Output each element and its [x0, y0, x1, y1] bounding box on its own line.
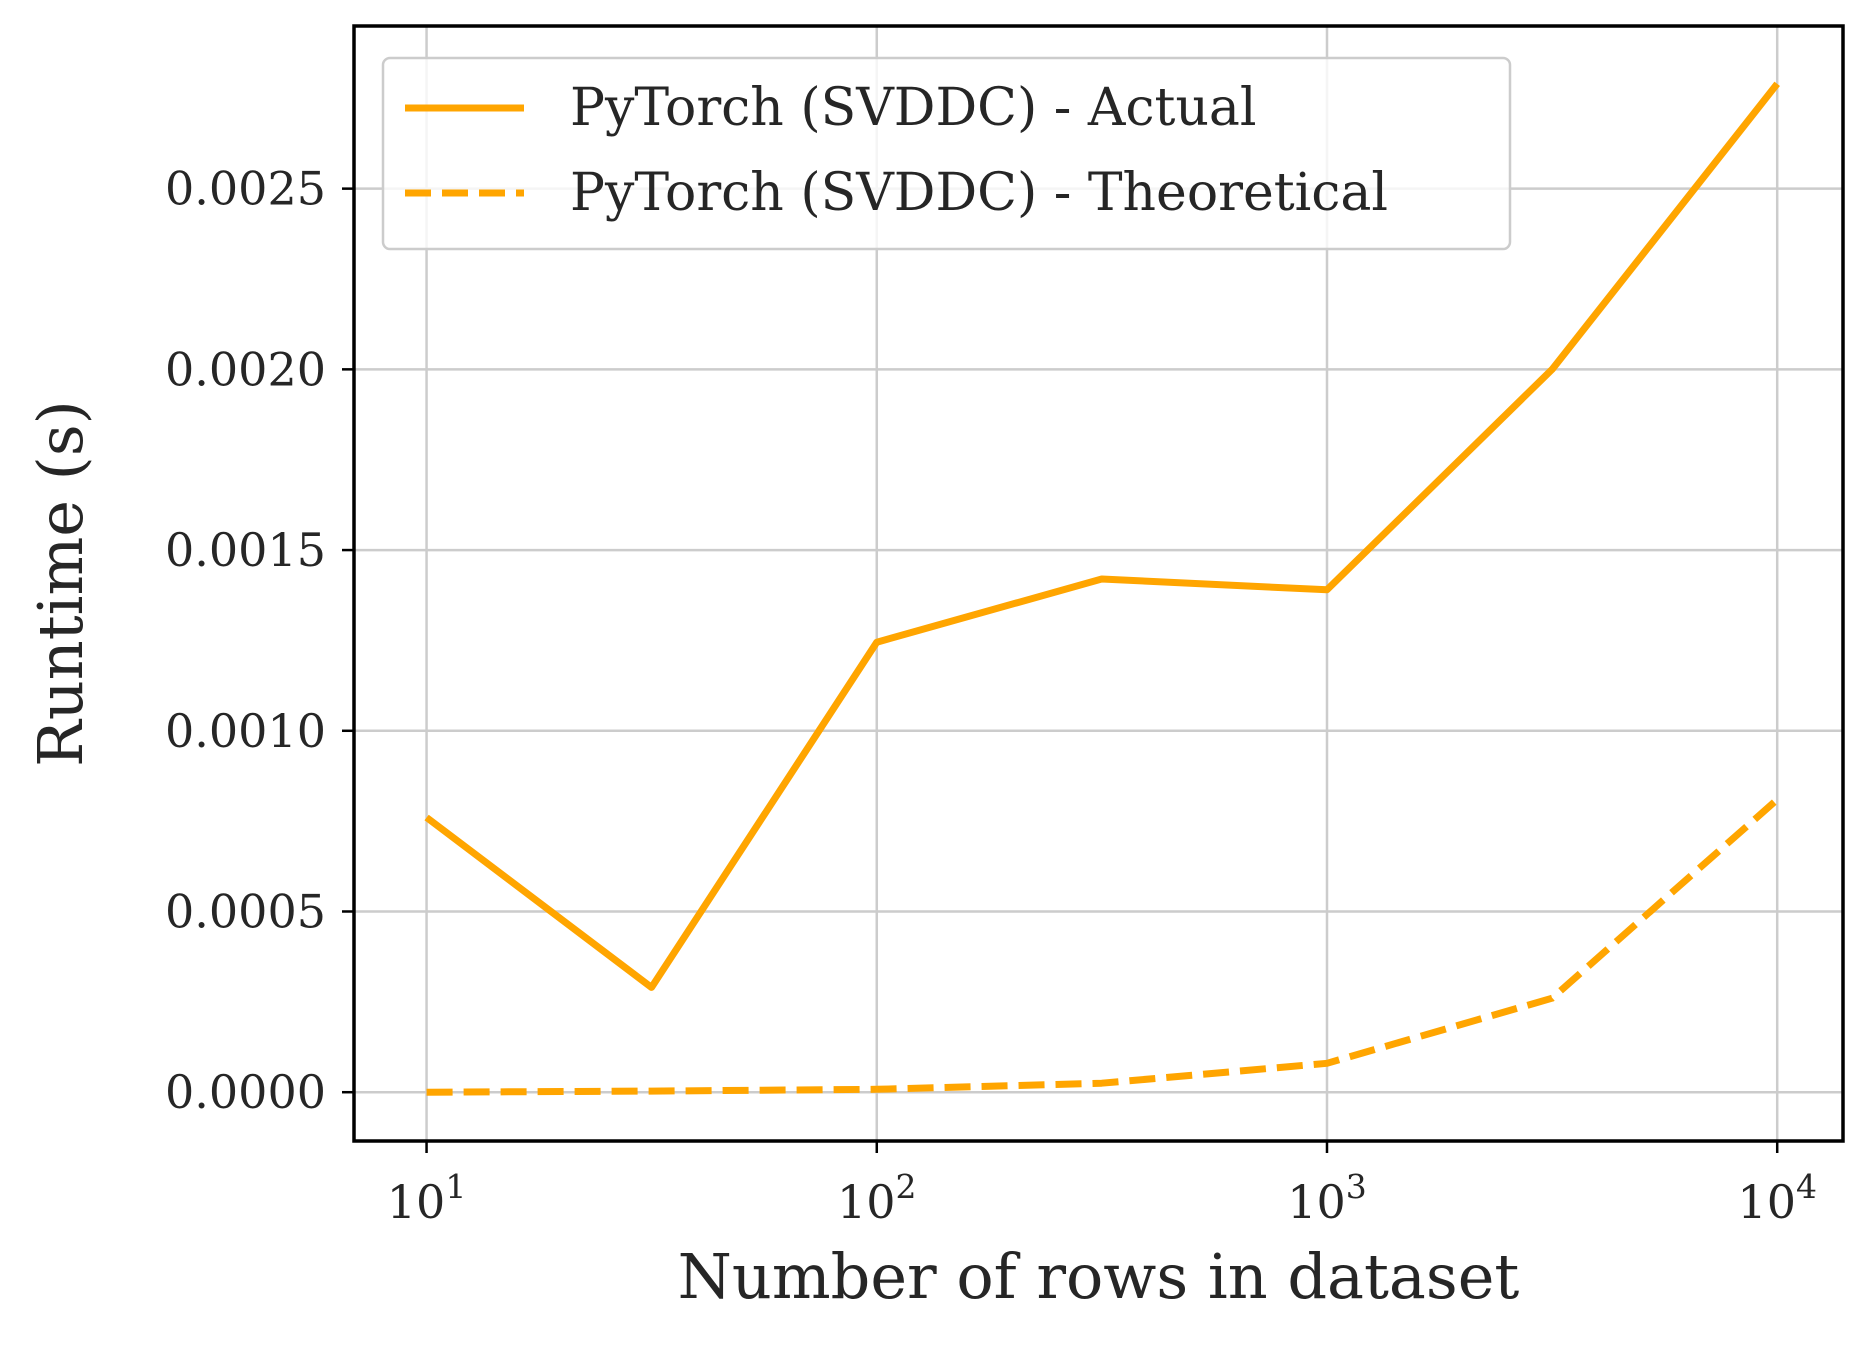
y-tick-label: 0.0005: [165, 884, 326, 938]
legend-label: PyTorch (SVDDC) - Theoretical: [570, 163, 1388, 223]
legend: PyTorch (SVDDC) - Actual PyTorch (SVDDC) …: [381, 56, 1512, 251]
y-axis-label: Runtime (s): [24, 400, 97, 767]
x-tick-label: 102: [837, 1167, 917, 1229]
y-tick-label: 0.0000: [165, 1065, 326, 1119]
y-tick-label: 0.0020: [165, 342, 326, 396]
series-layer: [424, 81, 1780, 1096]
plot-frame: [352, 24, 1845, 1143]
x-axis-label: Number of rows in dataset: [678, 1240, 1520, 1313]
legend-box: [381, 56, 1512, 251]
x-tick-label: 103: [1287, 1167, 1367, 1229]
y-tick-label: 0.0025: [165, 162, 326, 216]
y-tick-label: 0.0015: [165, 523, 326, 577]
x-tick-label: 101: [387, 1167, 467, 1229]
x-tick-label: 104: [1737, 1167, 1817, 1229]
legend-label: PyTorch (SVDDC) - Actual: [570, 78, 1257, 138]
y-tick-label: 0.0010: [165, 704, 326, 758]
ticks: 101 102 103 104 0.0000 0.0005 0.0010 0.0015 0.00…: [165, 162, 1817, 1229]
series-line-theoretical: [426, 796, 1780, 1096]
